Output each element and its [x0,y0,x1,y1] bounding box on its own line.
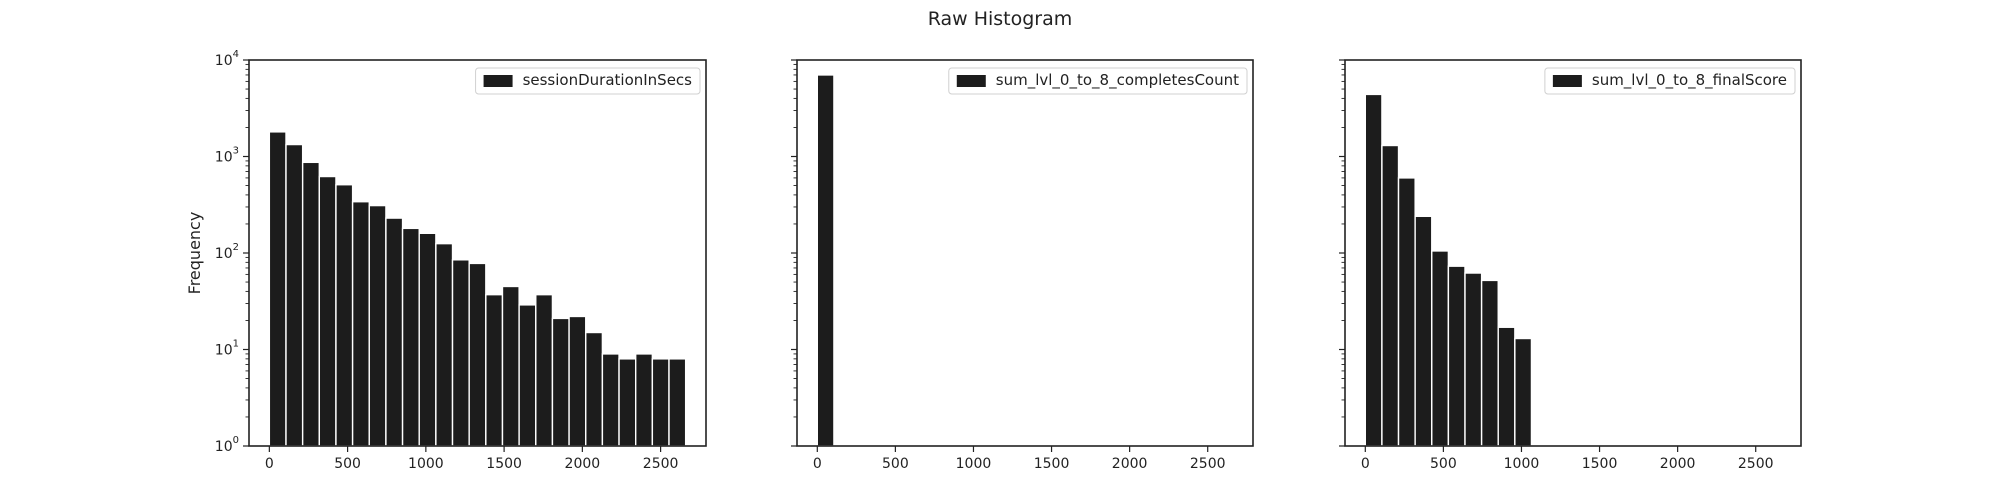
legend-frame [475,67,701,95]
histogram-bar [368,204,387,447]
y-tick-label: 102 [215,242,239,262]
panel-final-score: 0 500 1000 1500 2000 2500 sum_lvl_0_to_8_final… [1339,59,1802,472]
panels: 0 500 1000 1500 2000 2500 100 101 102 103 104 Frequ… [185,49,1802,472]
histogram-bar [268,131,287,447]
histogram-bar [1464,272,1483,447]
histogram-bar [535,293,554,447]
legend: sessionDurationInSecs [475,67,701,95]
x-tick-label: 0 [1361,456,1370,472]
legend-frame [1544,67,1796,95]
legend-swatch [1552,75,1582,87]
histogram-bar [1514,337,1533,447]
x-tick-label: 2500 [643,456,679,472]
x-tick-label: 1500 [1034,456,1070,472]
legend: sum_lvl_0_to_8_finalScore [1544,67,1796,95]
x-tick-label: 500 [882,456,909,472]
histogram-bar [418,232,437,447]
x-tick-label: 1000 [408,456,444,472]
histogram-bar [585,331,604,447]
y-axis-label: Frequency [185,212,204,295]
x-tick-label: 500 [334,456,361,472]
histogram-bar [1431,250,1450,447]
x-tick-label: 1000 [956,456,992,472]
histogram-bar [551,317,570,447]
histogram-bar [501,285,520,447]
x-tick-label: 2000 [1660,456,1696,472]
legend-frame [948,67,1248,95]
histogram-bar [385,217,404,447]
legend: sum_lvl_0_to_8_completesCount [948,67,1248,95]
histogram-bar [601,353,620,447]
histogram-bar [468,262,487,447]
x-tick-label: 1500 [1582,456,1618,472]
legend-swatch [956,75,986,87]
histogram-bar [1497,326,1516,447]
legend-label: sum_lvl_0_to_8_finalScore [1592,71,1787,90]
y-tick-label: 100 [215,435,239,455]
histogram-bar [318,175,337,447]
histogram-bar [1414,215,1433,447]
panel-session-duration: 0 500 1000 1500 2000 2500 100 101 102 103 104 Frequ… [185,49,707,472]
histogram-bar [1447,265,1466,447]
x-tick-label: 2000 [565,456,601,472]
x-tick-label: 2500 [1738,456,1774,472]
histogram-bar [1381,144,1400,447]
histogram-bar [485,293,504,447]
x-tick-label: 0 [813,456,822,472]
histogram-bar [1480,279,1499,447]
histogram-bar [816,74,835,447]
histogram-bar [651,358,670,447]
histogram-bar [335,184,354,447]
histogram-bar [618,358,637,447]
x-tick-label: 2000 [1112,456,1148,472]
legend-label: sessionDurationInSecs [523,71,693,89]
y-tick-label: 103 [215,146,239,166]
histogram-bar [568,315,587,447]
histogram-bar [518,304,537,447]
histogram-bar [634,353,654,447]
x-tick-label: 2500 [1190,456,1226,472]
x-tick-label: 1000 [1504,456,1540,472]
x-tick-label: 1500 [486,456,522,472]
histogram-bar [351,201,370,447]
histogram-bar [451,259,470,447]
histogram-bar [1397,177,1416,447]
histogram-bar [668,358,687,447]
panel-completes-count: 0 500 1000 1500 2000 2500 sum_lvl_0_to_8_compl… [791,59,1254,472]
x-tick-label: 500 [1430,456,1457,472]
legend-label: sum_lvl_0_to_8_completesCount [996,71,1239,90]
y-tick-label: 101 [215,339,239,359]
legend-swatch [483,75,513,87]
histogram-bar [1364,93,1383,447]
histogram-bar [301,161,321,447]
histogram-bar [435,242,454,447]
histogram-bar [401,227,420,447]
y-tick-label: 104 [215,49,239,69]
x-tick-label: 0 [265,456,274,472]
figure-title: Raw Histogram [928,8,1073,30]
histogram-bar [285,143,304,447]
